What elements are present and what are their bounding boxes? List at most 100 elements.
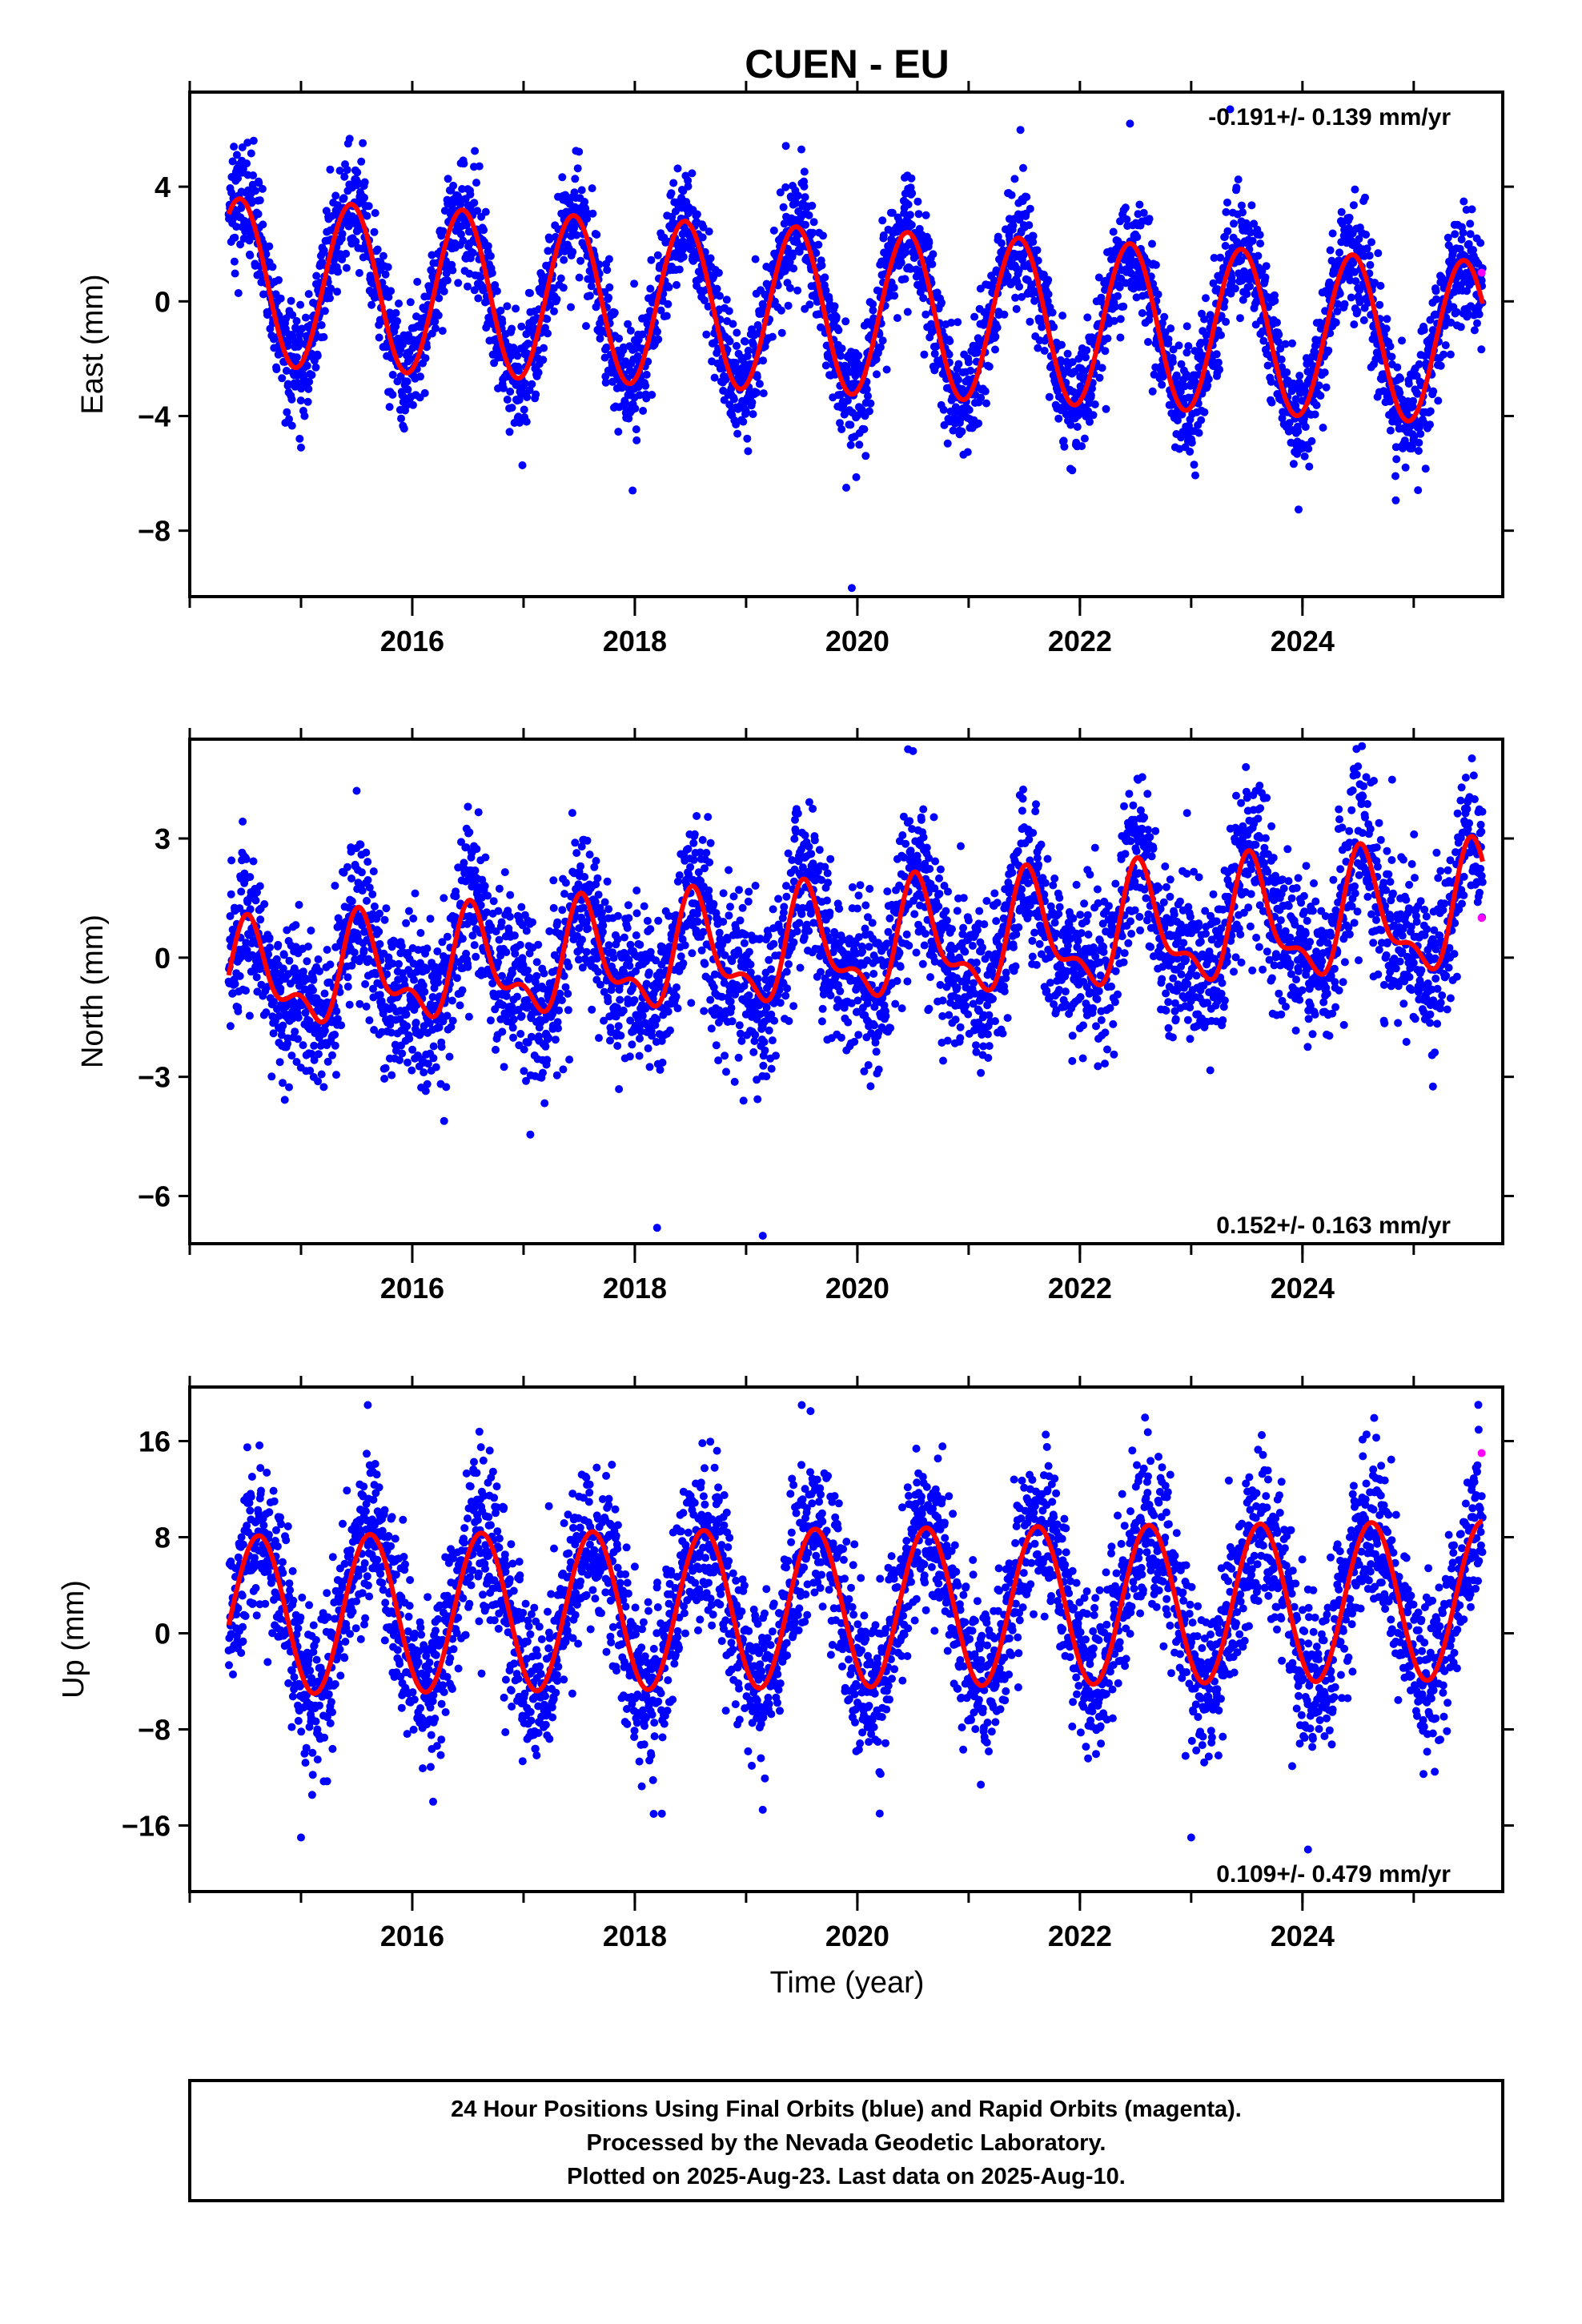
east-point [454, 279, 463, 287]
east-point [1300, 452, 1309, 460]
north-point [362, 848, 371, 857]
east-point [1168, 358, 1177, 366]
east-ytick-label: 4 [155, 171, 171, 203]
east-point [1267, 377, 1275, 386]
north-point [260, 900, 269, 908]
east-point [991, 345, 999, 354]
east-point [312, 271, 321, 280]
east-point [914, 210, 923, 219]
east-outlier-point [628, 486, 637, 495]
north-point [408, 1045, 417, 1054]
east-point [367, 300, 376, 309]
north-point [426, 915, 435, 923]
east-point [946, 337, 954, 345]
east-point [869, 306, 877, 315]
east-point [243, 139, 252, 147]
east-point [1222, 207, 1231, 216]
east-point [662, 312, 671, 320]
north-point [434, 979, 443, 987]
east-point [272, 365, 281, 374]
east-point [1436, 361, 1445, 370]
east-point [1426, 420, 1434, 429]
north-point [404, 949, 412, 957]
east-point [516, 418, 524, 427]
east-point [230, 257, 239, 266]
east-point [1466, 230, 1475, 239]
north-point [500, 1063, 508, 1072]
north-point [482, 908, 491, 917]
east-point [648, 391, 656, 399]
east-point [1401, 463, 1410, 472]
east-point [913, 197, 922, 206]
north-point [363, 858, 372, 866]
east-point [869, 300, 877, 308]
north-point [397, 942, 406, 951]
east-point [1391, 472, 1399, 480]
east-point [861, 452, 870, 460]
east-point [1283, 368, 1291, 376]
east-point [669, 179, 678, 187]
east-point [801, 193, 809, 202]
east-point [427, 266, 436, 275]
east-point [1355, 235, 1363, 243]
east-point [1468, 205, 1476, 214]
east-point [517, 322, 526, 331]
east-point [391, 308, 400, 317]
east-point [748, 398, 757, 407]
east-point [258, 184, 267, 193]
east-point [710, 373, 719, 382]
east-point [1132, 293, 1141, 302]
east-point [474, 294, 483, 303]
east-point [1073, 423, 1082, 431]
east-point [1274, 338, 1283, 346]
north-point [517, 903, 526, 911]
east-point [698, 233, 707, 242]
east-point [408, 400, 417, 409]
east-point [543, 315, 552, 324]
north-point [371, 970, 380, 979]
east-point [363, 211, 371, 220]
north-point [439, 1017, 448, 1026]
east-point [832, 312, 841, 321]
east-point [1080, 434, 1089, 443]
east-point [729, 320, 737, 328]
north-point [405, 1035, 414, 1043]
east-point [513, 352, 522, 360]
north-point [495, 884, 504, 893]
east-point [232, 223, 241, 231]
east-point [1025, 221, 1034, 230]
east-point [373, 245, 382, 254]
north-point [452, 892, 460, 901]
east-point [468, 248, 477, 257]
north-point [472, 845, 481, 854]
north-point [388, 959, 397, 968]
east-point [1250, 219, 1259, 228]
east-point [1058, 312, 1067, 320]
east-point [973, 348, 982, 356]
east-point [319, 246, 328, 255]
east-point [1068, 466, 1077, 475]
north-point [502, 948, 511, 956]
east-point [444, 175, 452, 183]
north-point [370, 902, 379, 911]
north-point [246, 873, 255, 882]
east-point [932, 342, 941, 351]
east-point [857, 405, 866, 414]
north-point [387, 1028, 396, 1037]
east-point [307, 371, 316, 380]
east-point [693, 210, 701, 219]
east-point [255, 196, 264, 205]
east-point [954, 318, 962, 327]
east-point [632, 425, 640, 434]
north-point [494, 907, 503, 915]
north-point [291, 1027, 299, 1036]
east-point [1350, 320, 1359, 329]
east-point [630, 279, 639, 288]
north-point [410, 975, 418, 984]
east-point [604, 255, 613, 263]
east-point [1277, 355, 1286, 364]
east-point [966, 366, 975, 375]
east-point [632, 436, 641, 444]
east-point [1464, 308, 1472, 317]
east-point [559, 283, 568, 292]
